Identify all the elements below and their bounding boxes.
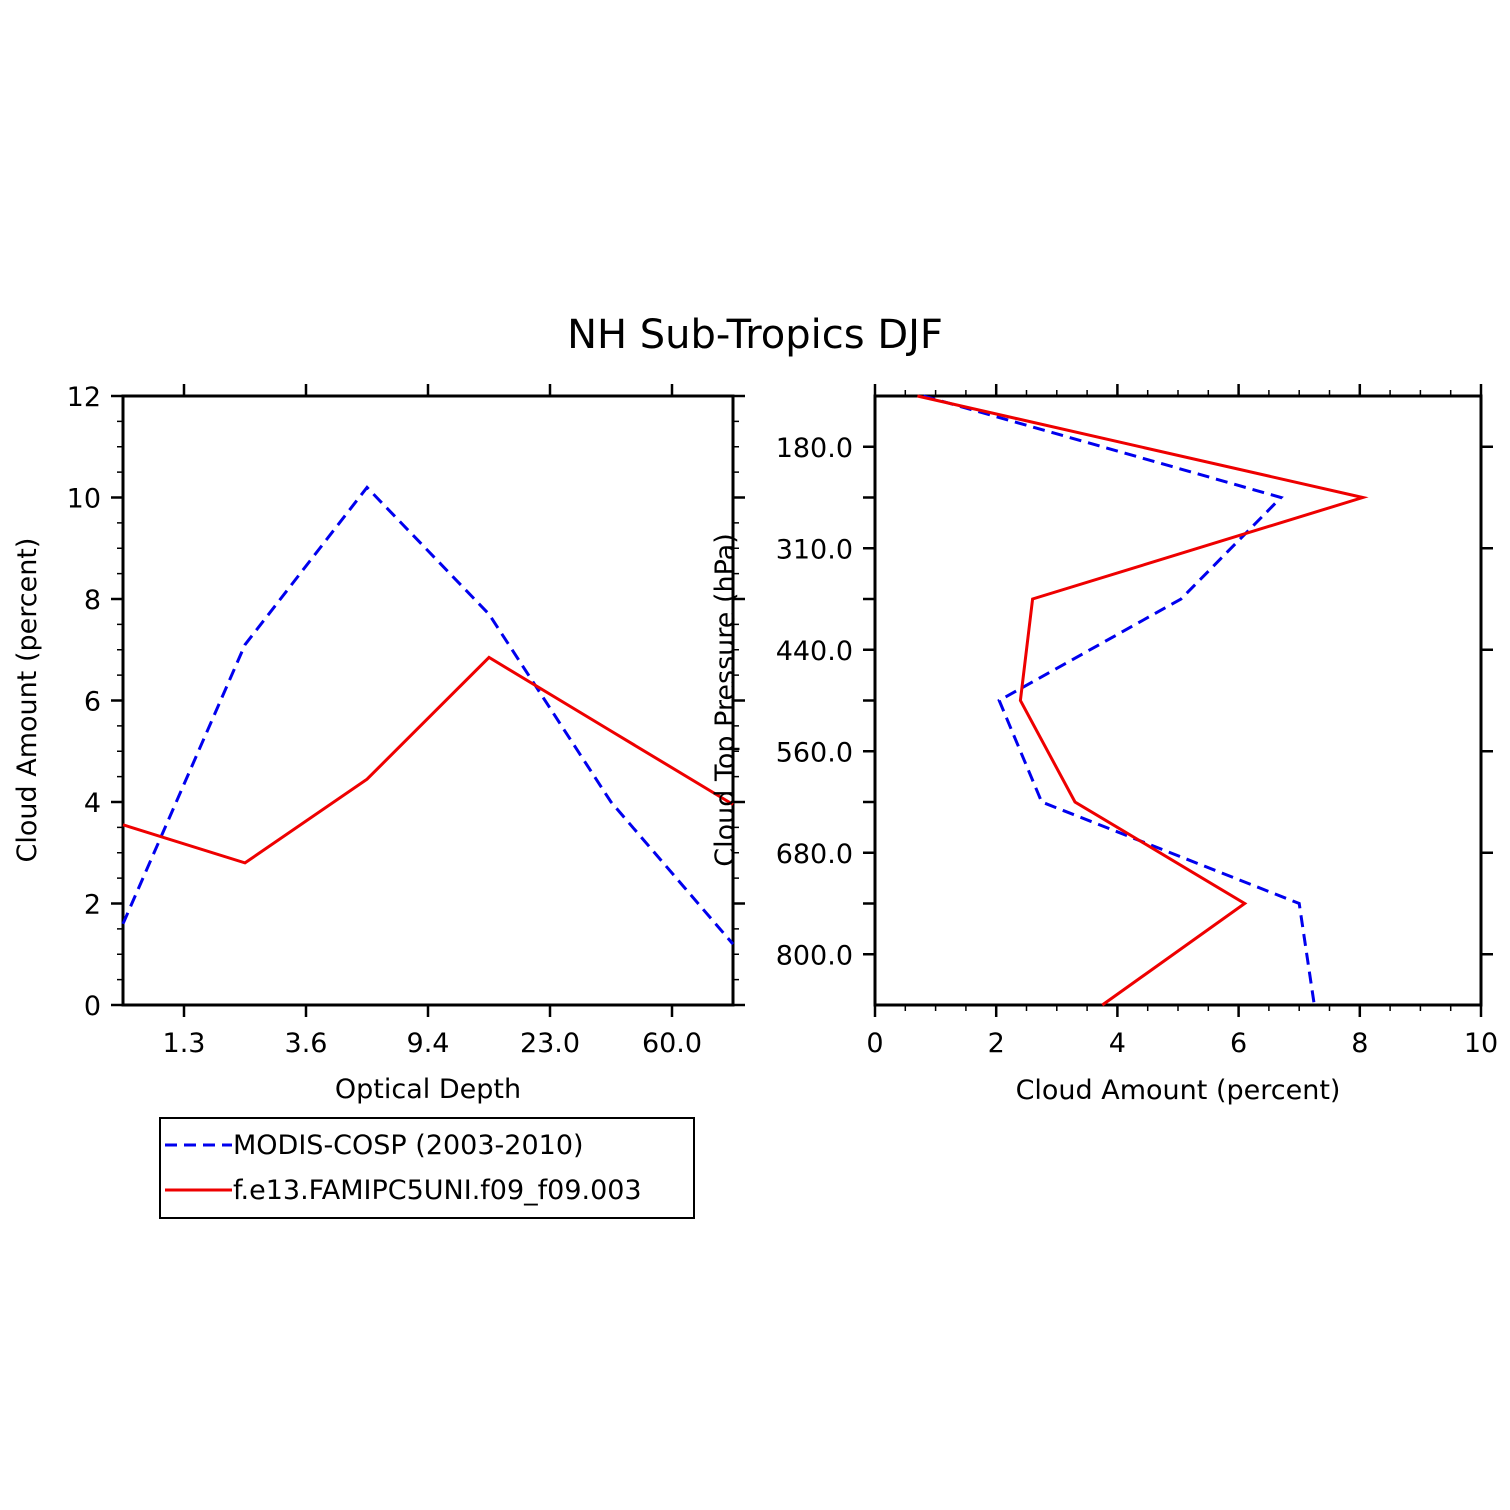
left-series-line-modis [121, 485, 735, 946]
chart-title: NH Sub-Tropics DJF [567, 312, 943, 358]
left-x-tick-label: 3.6 [285, 1028, 328, 1059]
right-x-tick-label: 10 [1464, 1028, 1498, 1059]
right-series-group [917, 394, 1369, 1007]
left-y-tick-label: 4 [84, 788, 101, 819]
left-series-group [121, 485, 735, 946]
left-y-tick-label: 6 [84, 687, 101, 718]
left-series-line-model [122, 655, 734, 865]
left-x-tick-label: 1.3 [163, 1028, 206, 1059]
left-panel: 0 2 4 6 8 10 12 1.3 3.6 9.4 23.0 60.0 Optical Depth… [12, 382, 745, 1105]
left-x-tick-label: 9.4 [407, 1028, 450, 1059]
legend-label-modis: MODIS-COSP (2003-2010) [233, 1130, 584, 1161]
left-y-tick-label: 2 [84, 890, 101, 921]
legend: MODIS-COSP (2003-2010) f.e13.FAMIPC5UNI.… [159, 1117, 695, 1219]
left-y-tick-label: 12 [67, 382, 101, 413]
right-x-tick-label: 8 [1351, 1028, 1368, 1059]
right-y-tick-label: 440.0 [776, 636, 853, 667]
right-y-tick-label: 560.0 [776, 737, 853, 768]
right-y-axis-label: Cloud Top Pressure (hPa) [710, 533, 741, 867]
right-y-tick-label: 680.0 [776, 839, 853, 870]
right-y-tick-label: 310.0 [776, 534, 853, 565]
right-y-tick-label: 800.0 [776, 940, 853, 971]
left-ticks: 0 2 4 6 8 10 12 1.3 3.6 9.4 23.0 60.0 [67, 382, 745, 1059]
legend-box [159, 1117, 695, 1219]
left-x-tick-label: 23.0 [520, 1028, 580, 1059]
right-series-line-model [917, 394, 1369, 1007]
right-x-tick-label: 2 [988, 1028, 1005, 1059]
right-plot-frame [873, 394, 1483, 1007]
right-x-axis-label: Cloud Amount (percent) [1016, 1075, 1341, 1106]
right-x-tick-label: 0 [866, 1028, 883, 1059]
left-plot-frame [121, 394, 735, 1007]
left-y-tick-label: 8 [84, 585, 101, 616]
right-ticks: 0 2 4 6 8 10 180.0 310.0 440.0 560.0 680.0 800.0 [776, 384, 1498, 1059]
right-series-line-modis [923, 394, 1316, 1006]
legend-label-model: f.e13.FAMIPC5UNI.f09_f09.003 [233, 1175, 642, 1206]
right-y-tick-label: 180.0 [776, 433, 853, 464]
right-x-tick-label: 4 [1109, 1028, 1126, 1059]
left-y-tick-label: 10 [67, 484, 101, 515]
right-panel: 0 2 4 6 8 10 180.0 310.0 440.0 560.0 680.0 800.0 Cl… [710, 384, 1498, 1106]
left-x-axis-label: Optical Depth [335, 1074, 521, 1105]
left-y-tick-label: 0 [84, 991, 101, 1022]
right-x-tick-label: 6 [1230, 1028, 1247, 1059]
left-x-tick-label: 60.0 [642, 1028, 702, 1059]
left-y-axis-label: Cloud Amount (percent) [12, 538, 43, 863]
